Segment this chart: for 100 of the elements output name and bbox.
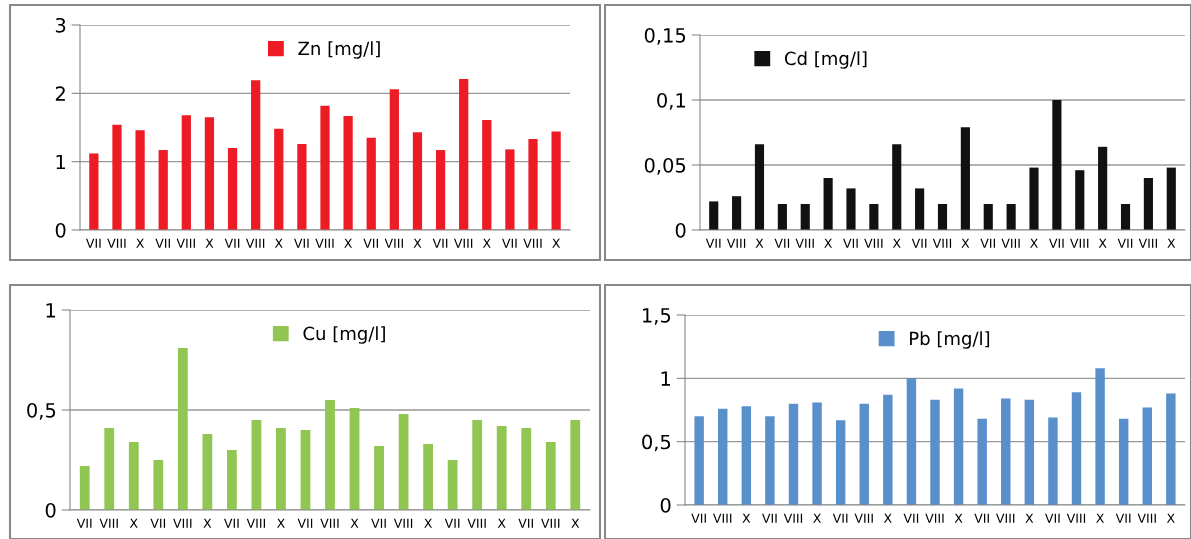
bar bbox=[937, 204, 948, 230]
y-tick-label: 0,1 bbox=[657, 92, 686, 110]
x-tick-label: VII bbox=[705, 238, 721, 248]
legend-label: Pb [mg/l] bbox=[910, 331, 990, 349]
x-tick-label: VIII bbox=[176, 238, 195, 248]
x-tick-label: VII bbox=[980, 238, 995, 248]
bar bbox=[883, 394, 893, 505]
x-tick-label: VII bbox=[911, 238, 927, 248]
bar bbox=[777, 204, 787, 230]
bar bbox=[859, 403, 869, 505]
x-tick-label: X bbox=[755, 238, 764, 248]
bar bbox=[1143, 178, 1153, 230]
x-tick-label: X bbox=[961, 238, 970, 248]
bar bbox=[112, 124, 122, 230]
bar bbox=[960, 127, 970, 230]
x-tick-label: VII bbox=[1117, 238, 1133, 248]
x-tick-label: X bbox=[1098, 238, 1107, 248]
bar bbox=[204, 117, 215, 230]
x-tick-label: VII bbox=[1115, 513, 1131, 523]
bar bbox=[276, 428, 286, 510]
y-tick-label: 0,5 bbox=[642, 434, 671, 452]
x-tick-label: X bbox=[1166, 513, 1175, 523]
x-tick-label: VIII bbox=[854, 513, 873, 523]
bar bbox=[482, 119, 492, 230]
y-tick-label: 1 bbox=[56, 154, 66, 170]
x-tick-label: VII bbox=[297, 518, 313, 528]
bar bbox=[297, 143, 307, 230]
bar bbox=[181, 115, 191, 230]
x-tick-label: X bbox=[497, 518, 506, 528]
bar bbox=[694, 416, 704, 505]
x-tick-label: X bbox=[136, 238, 144, 248]
x-tick-label: VIII bbox=[996, 513, 1015, 523]
bar bbox=[754, 144, 765, 230]
x-tick-label: VII bbox=[1045, 513, 1060, 523]
bar bbox=[545, 442, 556, 510]
bar bbox=[788, 403, 799, 505]
x-tick-label: VII bbox=[363, 238, 378, 248]
bar bbox=[709, 201, 719, 230]
bar bbox=[977, 418, 987, 505]
bar bbox=[1001, 398, 1011, 505]
x-tick-label: X bbox=[571, 518, 580, 528]
bar bbox=[823, 178, 833, 230]
x-tick-label: VIII bbox=[932, 238, 952, 248]
y-tick-label: 3 bbox=[55, 17, 66, 33]
bar bbox=[1095, 368, 1105, 505]
x-tick-label: VIII bbox=[783, 513, 803, 523]
bar bbox=[320, 105, 330, 230]
x-tick-label: VII bbox=[518, 518, 533, 528]
x-tick-label: VII bbox=[762, 513, 777, 523]
x-tick-label: VII bbox=[974, 513, 989, 523]
x-tick-label: X bbox=[203, 518, 212, 528]
bar bbox=[325, 400, 335, 510]
x-tick-label: X bbox=[1096, 513, 1104, 523]
x-tick-label: VIII bbox=[1070, 238, 1089, 248]
x-tick-label: VIII bbox=[726, 238, 746, 248]
x-tick-label: VII bbox=[432, 238, 448, 248]
x-tick-label: VIII bbox=[245, 238, 265, 248]
bar bbox=[930, 399, 940, 505]
bar bbox=[892, 144, 902, 230]
bar bbox=[1075, 170, 1085, 230]
bar bbox=[1118, 418, 1129, 505]
y-tick-label: 1 bbox=[661, 371, 671, 386]
x-tick-label: X bbox=[742, 513, 751, 523]
x-tick-label: VIII bbox=[320, 518, 339, 528]
bar bbox=[1052, 100, 1062, 230]
x-tick-label: VII bbox=[903, 513, 919, 523]
bar bbox=[459, 78, 469, 230]
x-tick-label: X bbox=[344, 238, 352, 248]
x-tick-label: VII bbox=[224, 518, 239, 528]
bar bbox=[349, 408, 360, 510]
bar bbox=[251, 80, 261, 230]
y-tick-label: 0,15 bbox=[644, 27, 686, 45]
bar bbox=[953, 388, 964, 505]
x-tick-label: VII bbox=[1049, 238, 1064, 248]
x-tick-label: X bbox=[482, 238, 491, 248]
x-tick-label: VII bbox=[691, 513, 706, 523]
bar bbox=[551, 131, 561, 230]
bar bbox=[251, 420, 262, 510]
x-tick-label: VIII bbox=[864, 238, 883, 248]
y-tick-label: 0 bbox=[675, 222, 686, 238]
bar bbox=[1006, 204, 1016, 230]
x-tick-label: X bbox=[1167, 238, 1176, 248]
bar bbox=[274, 128, 284, 230]
bar bbox=[300, 430, 311, 510]
x-tick-label: VIII bbox=[393, 518, 413, 528]
bar bbox=[1098, 146, 1108, 230]
x-tick-label: X bbox=[552, 238, 561, 248]
x-tick-label: VIII bbox=[523, 238, 542, 248]
x-tick-label: VIII bbox=[107, 238, 126, 248]
x-tick-label: X bbox=[892, 238, 901, 248]
bar bbox=[423, 444, 434, 510]
bar bbox=[800, 204, 810, 230]
legend-label: Cu [mg/l] bbox=[303, 326, 385, 344]
bar bbox=[915, 188, 925, 230]
x-tick-label: VIII bbox=[467, 518, 486, 528]
bar bbox=[89, 153, 99, 230]
x-tick-label: VIII bbox=[99, 518, 118, 528]
bar bbox=[374, 446, 384, 510]
bar bbox=[869, 204, 879, 230]
bar bbox=[158, 150, 168, 230]
